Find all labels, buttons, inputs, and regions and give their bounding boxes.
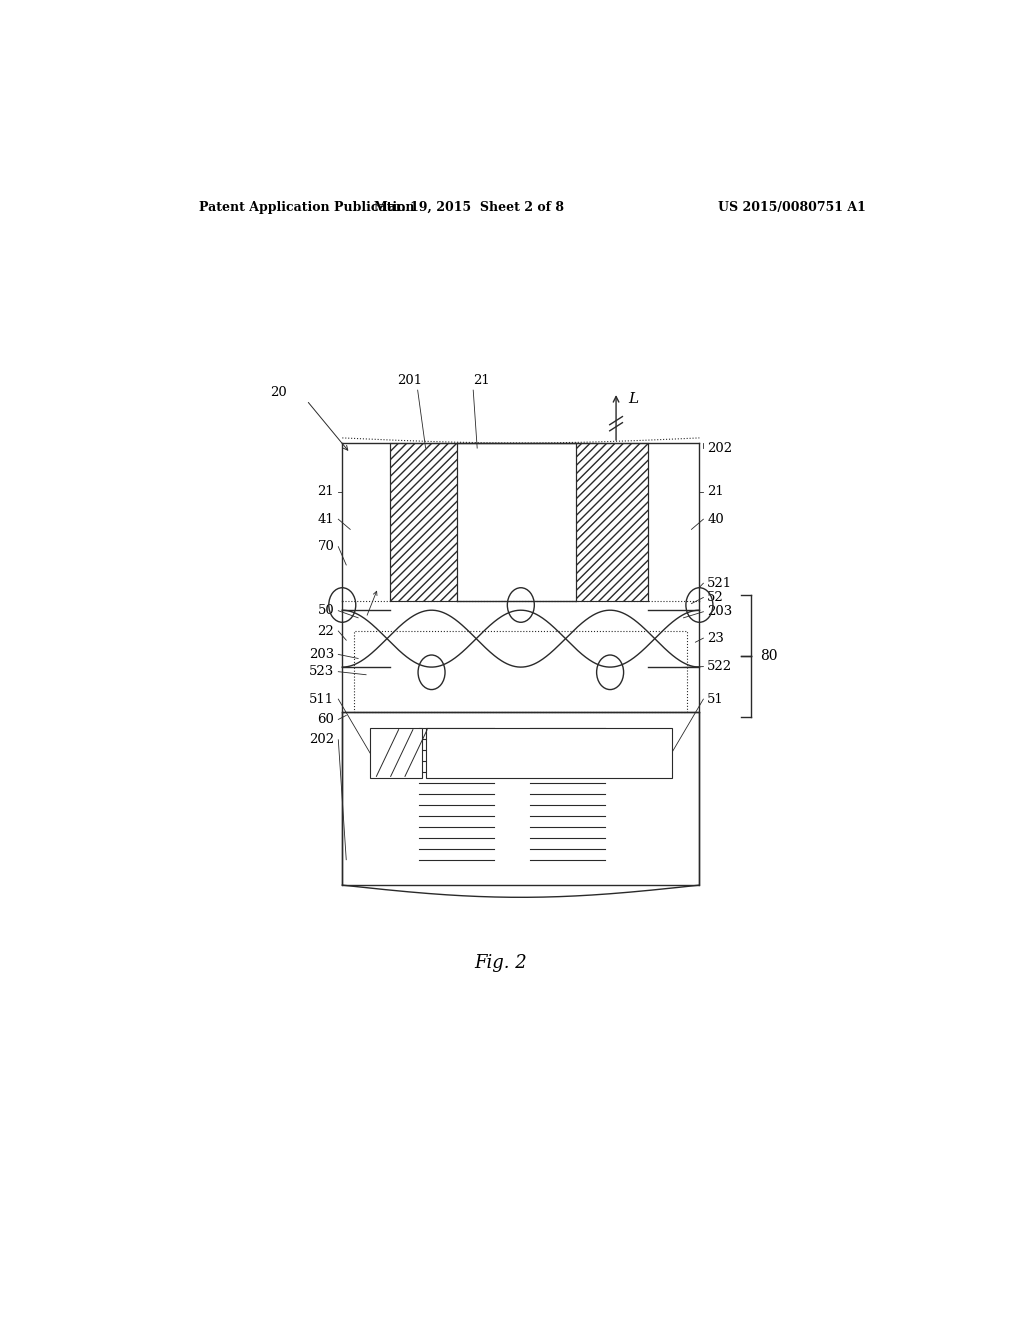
Text: 522: 522	[708, 660, 732, 673]
Text: 22: 22	[317, 624, 334, 638]
Text: 52: 52	[708, 591, 724, 605]
Bar	[577, 444, 648, 601]
Bar	[390, 444, 458, 601]
Text: 21: 21	[473, 374, 489, 387]
Text: 23: 23	[708, 632, 724, 644]
Text: 511: 511	[309, 693, 334, 706]
Text: 40: 40	[708, 512, 724, 525]
Text: US 2015/0080751 A1: US 2015/0080751 A1	[718, 201, 866, 214]
Text: 523: 523	[309, 665, 334, 678]
Bar	[370, 727, 422, 779]
Text: 20: 20	[270, 385, 287, 399]
Text: 201: 201	[397, 374, 422, 387]
Text: Mar. 19, 2015  Sheet 2 of 8: Mar. 19, 2015 Sheet 2 of 8	[374, 201, 564, 214]
Text: 21: 21	[317, 486, 334, 498]
Text: Patent Application Publication: Patent Application Publication	[200, 201, 415, 214]
Text: 21: 21	[708, 486, 724, 498]
Text: 202: 202	[309, 734, 334, 746]
Bar	[342, 590, 699, 686]
Bar	[342, 713, 699, 886]
Text: Fig. 2: Fig. 2	[474, 954, 527, 973]
Text: 51: 51	[708, 693, 724, 706]
Text: 41: 41	[317, 512, 334, 525]
Bar	[354, 631, 687, 713]
Text: 521: 521	[708, 577, 732, 590]
Text: 70: 70	[317, 540, 334, 553]
Bar	[342, 623, 699, 718]
Text: 80: 80	[761, 649, 778, 664]
Text: L: L	[628, 392, 638, 407]
Text: 202: 202	[708, 442, 732, 454]
Text: 50: 50	[317, 605, 334, 618]
Bar	[342, 444, 699, 601]
Text: 203: 203	[309, 648, 334, 661]
Bar	[426, 727, 672, 779]
Text: 60: 60	[317, 713, 334, 726]
Text: 203: 203	[708, 605, 732, 618]
